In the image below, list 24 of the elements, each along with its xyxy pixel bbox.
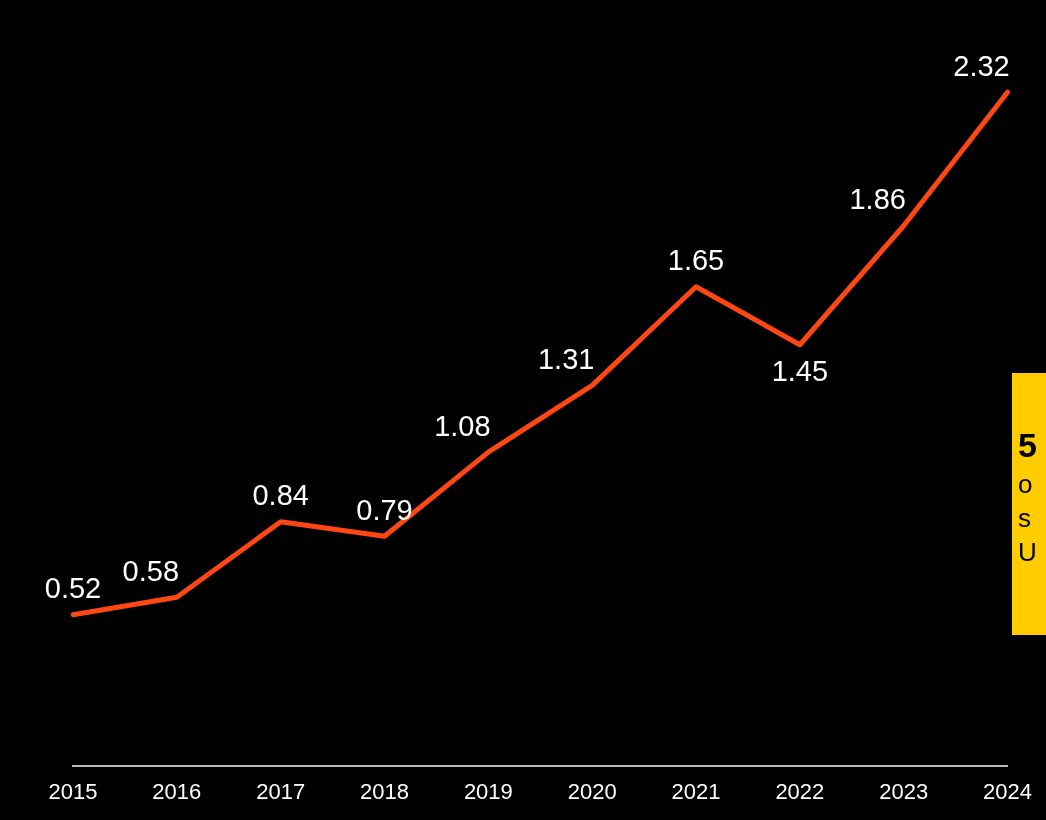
x-tick-label: 2023 xyxy=(879,778,929,804)
x-tick-label: 2020 xyxy=(567,778,617,804)
data-label: 0.52 xyxy=(44,572,102,605)
annotation: o xyxy=(1017,468,1034,501)
x-tick-label: 2017 xyxy=(256,778,306,804)
annotation: 5 xyxy=(1017,425,1038,466)
x-tick-label: 2016 xyxy=(152,778,202,804)
data-label: 1.65 xyxy=(667,244,725,277)
x-tick-label: 2015 xyxy=(48,778,98,804)
data-label: 0.79 xyxy=(356,493,413,526)
x-tick-label: 2022 xyxy=(775,778,825,804)
data-label: 0.58 xyxy=(122,554,180,587)
x-tick-label: 2024 xyxy=(983,778,1033,804)
x-tick-label: 2021 xyxy=(671,778,721,804)
data-label: 2.32 xyxy=(953,49,1010,82)
data-label: 0.84 xyxy=(252,479,309,512)
data-label: 1.86 xyxy=(849,183,906,216)
x-tick-label: 2018 xyxy=(360,778,409,804)
data-label: 1.31 xyxy=(537,342,595,375)
annotation: s xyxy=(1017,502,1032,535)
x-tick-label: 2019 xyxy=(463,778,513,804)
annotation: U xyxy=(1017,536,1038,569)
data-label: 1.08 xyxy=(434,409,491,442)
data-label: 1.45 xyxy=(771,355,829,388)
